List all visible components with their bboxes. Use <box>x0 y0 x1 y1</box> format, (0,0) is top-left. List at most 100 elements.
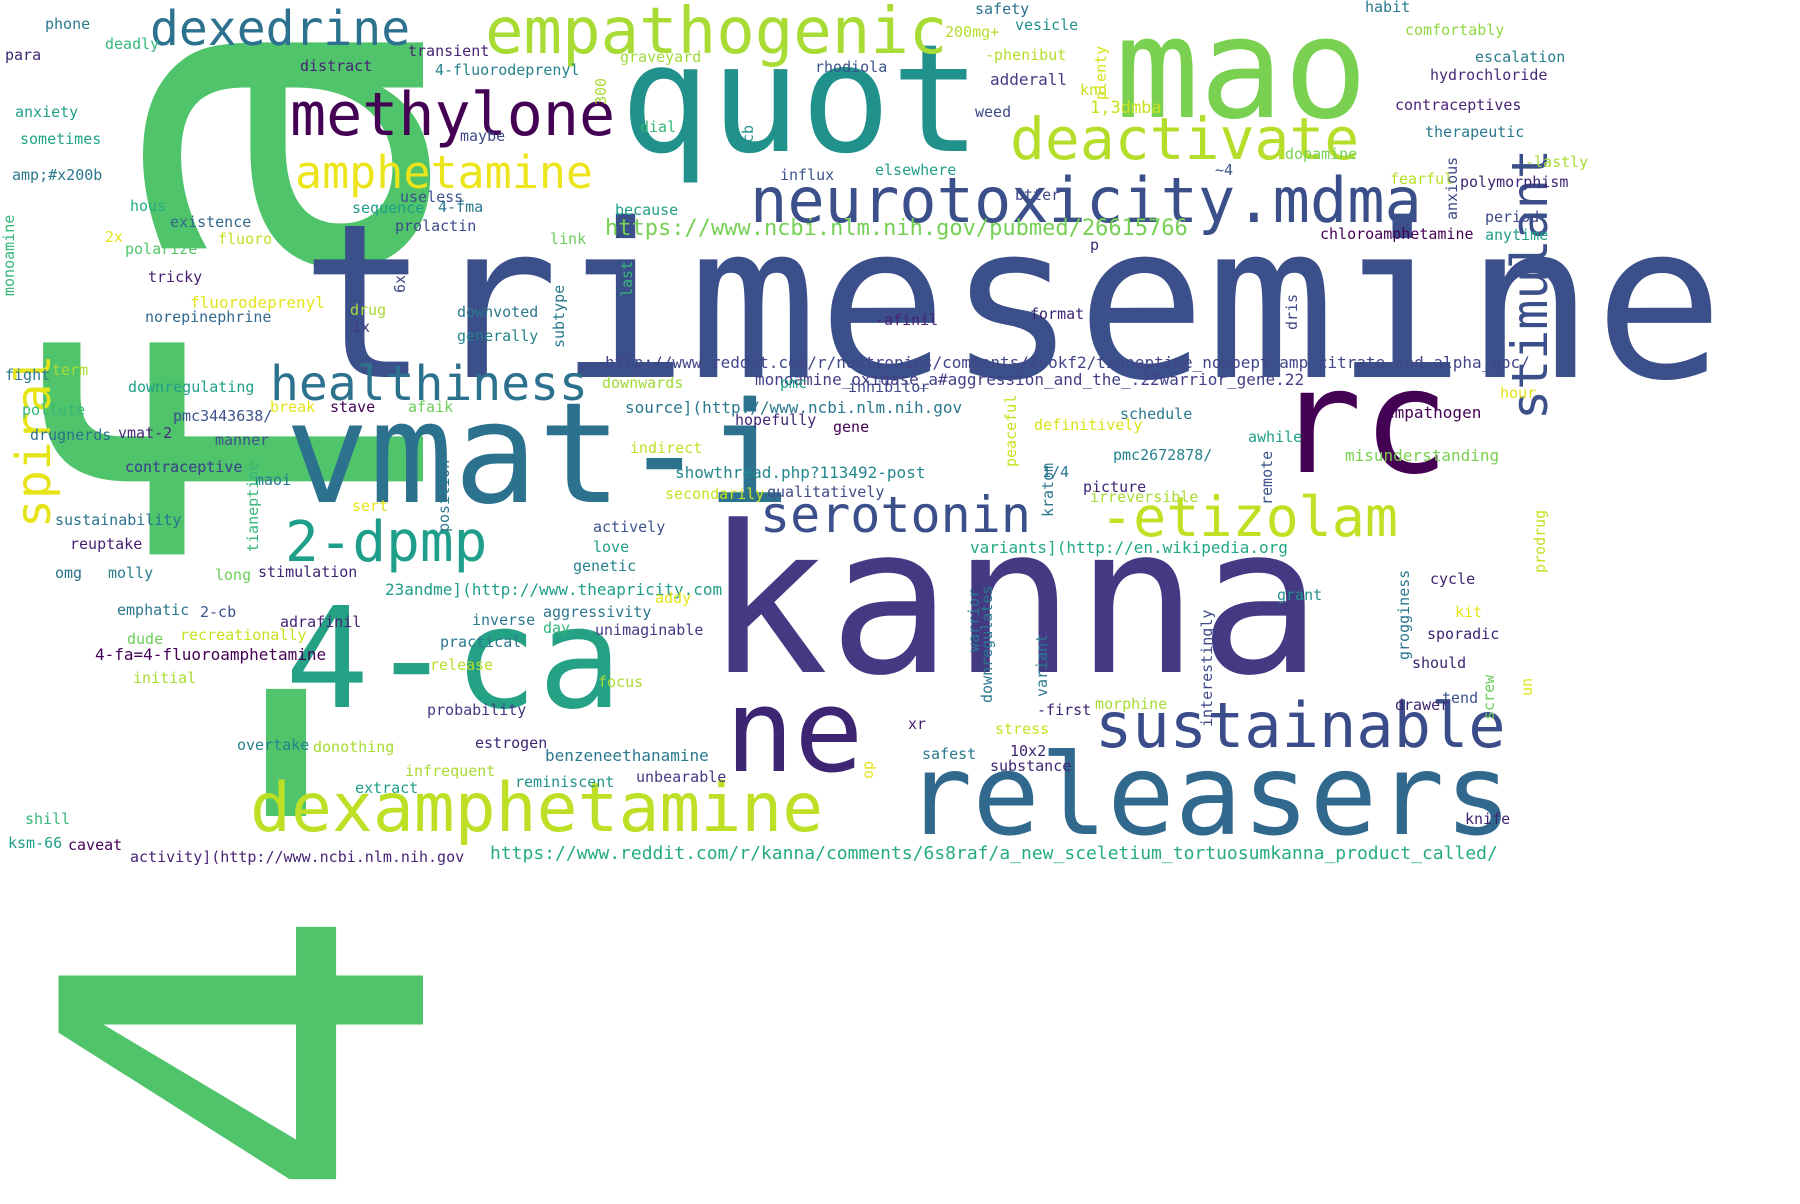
cloud-word: inhibitor <box>848 378 930 396</box>
cloud-word: influx <box>780 166 835 184</box>
cloud-word: emphatic <box>117 601 190 619</box>
cloud-word: last <box>618 260 636 297</box>
cloud-word: polymorphism <box>1460 173 1569 191</box>
cloud-word: stress <box>995 720 1050 738</box>
cloud-word: format <box>1030 305 1085 323</box>
cloud-word: infrequent <box>405 762 496 780</box>
cloud-word: drug <box>350 301 387 319</box>
cloud-word: sustainability <box>55 511 182 529</box>
cloud-word: plenty <box>1092 45 1110 100</box>
cloud-word: extract <box>355 779 419 797</box>
cloud-word: kratom <box>1039 462 1057 517</box>
cloud-word: weed <box>975 103 1012 121</box>
cloud-word: indirect <box>630 439 703 457</box>
cloud-word: donothing <box>313 738 395 756</box>
cloud-word: sustainable <box>1095 689 1506 762</box>
cloud-word: variants](http://en.wikipedia.org <box>970 538 1288 557</box>
cloud-word: habit <box>1365 0 1411 16</box>
cloud-word: cycle <box>1430 570 1476 588</box>
cloud-word: 4-fma <box>438 198 484 216</box>
cloud-word: 200mg+ <box>945 23 1000 41</box>
cloud-word: graveyard <box>620 48 702 66</box>
cloud-word: -phenibut <box>985 46 1067 64</box>
cloud-word: methylone <box>290 80 616 150</box>
cloud-word: vesicle <box>1015 16 1079 34</box>
cloud-word: 23andme](http://www.theapricity.com <box>385 580 723 599</box>
cloud-word: vmat-i <box>285 373 791 536</box>
cloud-word: -lastly <box>1525 153 1589 171</box>
cloud-word: source](http://www.ncbi.nlm.nih.gov <box>625 398 963 417</box>
cloud-word: inverse <box>472 611 536 629</box>
cloud-word: http://www.reddit.com/r/nootropics/comme… <box>605 353 1530 372</box>
cloud-word: anytime <box>1485 226 1549 244</box>
cloud-word: maybe <box>460 127 506 145</box>
cloud-word: knife <box>1465 810 1511 828</box>
cloud-word: position <box>435 459 453 532</box>
cloud-word: fearful <box>1390 170 1454 188</box>
cloud-word: irreversible <box>1090 488 1199 506</box>
cloud-word: prolactin <box>395 217 477 235</box>
cloud-word: 2-cb <box>200 603 237 621</box>
cloud-word: 2x <box>105 228 124 246</box>
cloud-word: releasers <box>905 731 1512 861</box>
cloud-word: unimaginable <box>595 621 704 639</box>
cloud-word: benzeneethanamine <box>545 746 709 765</box>
cloud-word: adrafinil <box>280 613 362 631</box>
cloud-word: unbearable <box>636 768 727 786</box>
cloud-word: pollute <box>22 401 86 419</box>
cloud-word: hopefully <box>735 411 817 429</box>
cloud-word: para <box>5 46 42 64</box>
cloud-word: monoamine_oxidase_a#aggression_and_the_.… <box>755 370 1305 389</box>
cloud-word: monoamine <box>0 214 18 296</box>
cloud-word: neurotoxicity.mdma <box>750 164 1422 237</box>
cloud-word: estrogen <box>475 734 548 752</box>
cloud-word: break <box>270 398 316 416</box>
cloud-word: amp;#x200b <box>12 166 103 184</box>
cloud-word: remote <box>1258 450 1276 505</box>
cloud-word: contraceptive <box>125 458 243 476</box>
cloud-word: p <box>1090 236 1100 254</box>
cloud-word: dude <box>127 630 164 648</box>
cloud-word: showthread.php?113492-post <box>675 463 926 482</box>
cloud-word: safety <box>975 0 1030 18</box>
cloud-word: 1/4 <box>1042 463 1070 481</box>
cloud-word: drugnerds <box>30 426 112 444</box>
cloud-word: hour <box>1500 384 1537 402</box>
cloud-word: term <box>52 361 89 379</box>
cloud-word: dexamphetamine <box>250 769 824 848</box>
cloud-word: sporadic <box>1427 625 1500 643</box>
cloud-word: practical <box>440 633 522 651</box>
cloud-word: love <box>593 538 630 556</box>
cloud-word: variant <box>1033 633 1051 697</box>
cloud-word: fluorodeprenyl <box>190 293 325 312</box>
cloud-word: caveat <box>68 836 123 854</box>
cloud-word: shill <box>25 810 71 828</box>
cloud-word: downvoted <box>457 303 539 321</box>
cloud-word: empathogenic <box>485 0 948 69</box>
cloud-word: 1x <box>352 318 371 336</box>
cloud-word: kanna <box>705 483 1323 721</box>
cloud-word: chloroamphetamine <box>1320 225 1474 243</box>
cloud-word: stave <box>330 398 376 416</box>
cloud-word: ne <box>725 665 864 799</box>
cloud-word: empathogen <box>1385 403 1482 422</box>
cloud-word: genetic <box>573 557 637 575</box>
cloud-word: useless <box>400 188 464 206</box>
cloud-word: peaceful <box>1002 394 1020 467</box>
cloud-word: manner <box>215 431 270 449</box>
cloud-word: safest <box>922 745 977 763</box>
cloud-word: amphetamine <box>295 146 594 199</box>
cloud-word: aggressivity <box>543 603 652 621</box>
cloud-word: dopamine <box>1285 145 1358 163</box>
cloud-word: xr <box>908 715 927 733</box>
cloud-word: downregulating <box>128 378 255 396</box>
cloud-word: deadly <box>105 35 160 53</box>
cloud-word: actively <box>593 518 666 536</box>
cloud-word: reuptake <box>70 535 143 553</box>
cloud-word: dris <box>1283 293 1301 330</box>
cloud-word: 300 <box>592 77 610 105</box>
cloud-word: -etizolam <box>1100 485 1399 549</box>
cloud-word: secondarily <box>665 485 765 503</box>
cloud-word: distract <box>300 57 373 75</box>
cloud-word: 2-dpmp <box>285 510 488 575</box>
